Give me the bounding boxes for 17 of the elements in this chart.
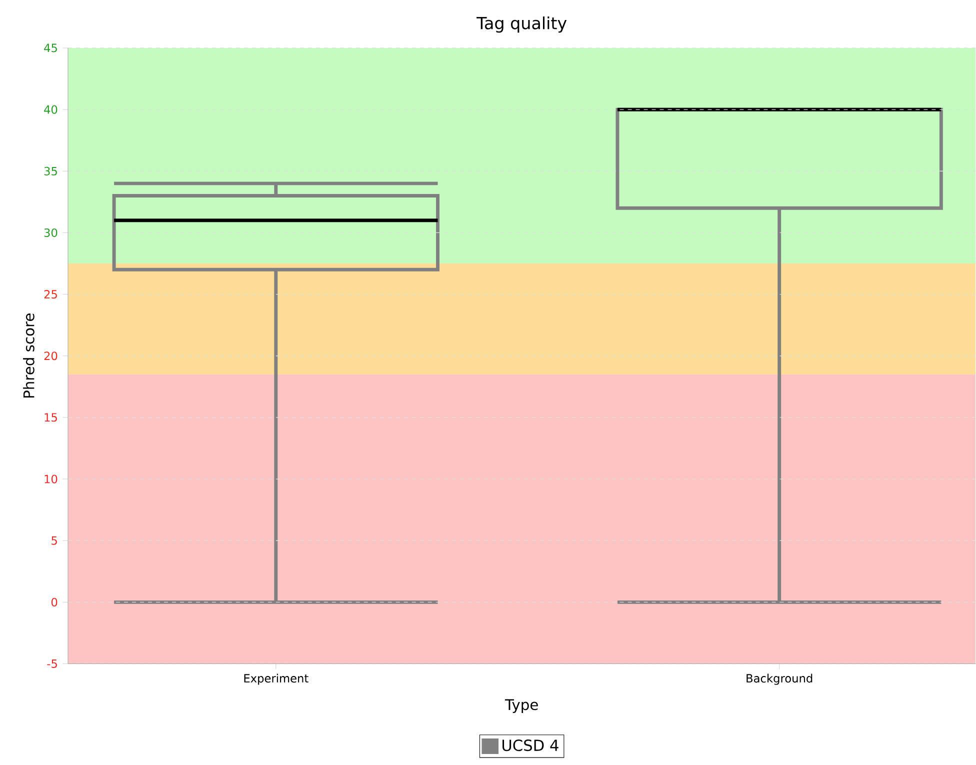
legend-label: UCSD 4 [502,740,558,752]
x-tick-label: Background [746,674,812,685]
y-tick-label: 0 [51,598,58,607]
y-axis-title: Phred score [23,314,34,398]
y-tick-label: 40 [44,105,58,114]
y-tick-label: 30 [44,228,58,238]
y-tick-label: 25 [44,290,57,299]
y-tick-label: -5 [47,660,57,668]
y-tick-label: 5 [52,536,57,545]
y-tick-label: 10 [44,474,58,484]
chart-title: Tag quality [476,16,567,33]
y-tick-label: 15 [44,413,57,422]
y-tick-label: 45 [44,44,57,52]
y-tick-label: 20 [44,352,58,360]
x-axis-title: Type [504,699,538,714]
x-tick-label: Experiment [244,674,308,685]
y-tick-label: 35 [44,166,57,176]
